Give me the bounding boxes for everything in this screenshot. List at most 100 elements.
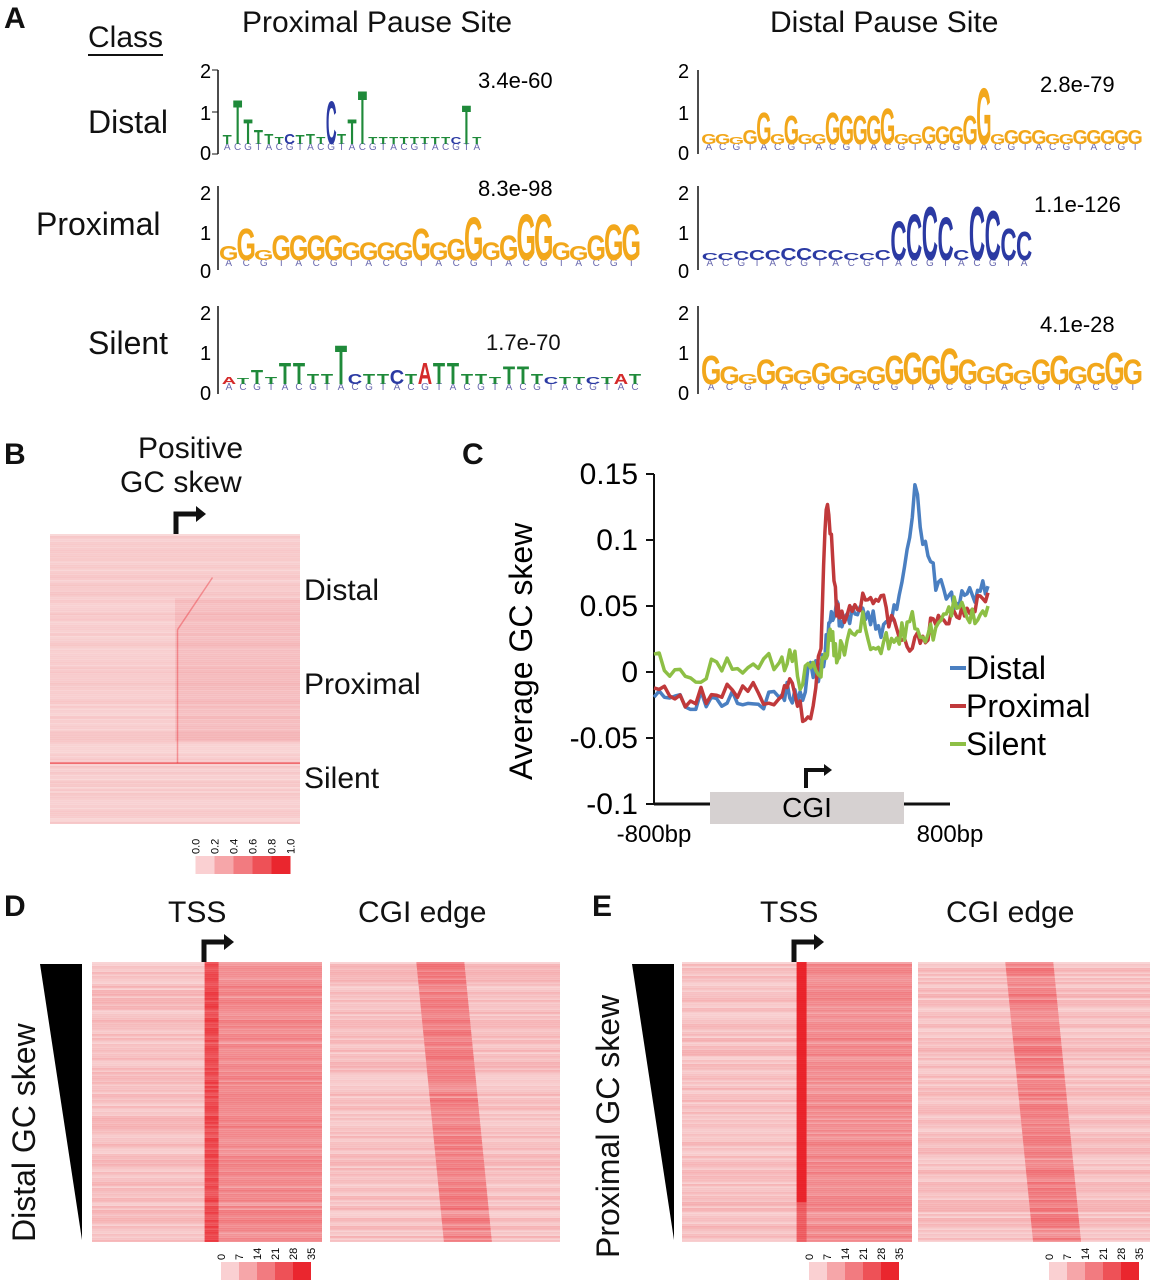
heatmap-band [204, 990, 219, 993]
heatmap-band [1029, 1204, 1078, 1207]
heatmap-band [806, 1130, 912, 1133]
heatmap-row [918, 1052, 1150, 1055]
heatmap-band [806, 1106, 912, 1109]
logo-letter: C [348, 370, 363, 387]
heatmap-band [204, 1128, 219, 1131]
logo-letter: C [749, 247, 765, 264]
heatmap-band [796, 1178, 807, 1181]
heatmap-band [204, 1142, 219, 1145]
heatmap-band [420, 1004, 469, 1007]
heatmap-band [796, 1028, 807, 1031]
heatmap-band [796, 1174, 807, 1177]
heatmap-band [175, 635, 300, 638]
heatmap-row [330, 1150, 560, 1153]
heatmap-band [419, 990, 468, 993]
heatmap-band [175, 627, 300, 630]
heatmap-band [806, 1240, 912, 1243]
heatmap-band [204, 1046, 219, 1049]
heatmap-band [796, 1106, 807, 1109]
heatmap-band [806, 1056, 912, 1059]
heatmap-row [50, 641, 300, 644]
scale-cell [271, 856, 291, 874]
heatmap-band [439, 1198, 488, 1201]
heatmap-band [806, 1198, 912, 1201]
heatmap-row [50, 741, 300, 744]
scale-tick-label: 21 [858, 1248, 870, 1260]
logo-letter: C [848, 258, 855, 269]
heatmap-band [806, 1096, 912, 1099]
heatmap-band [1027, 1186, 1076, 1189]
heatmap-row [330, 1066, 560, 1069]
heatmap-band [1031, 1224, 1080, 1227]
heatmap-row [50, 633, 300, 636]
heatmap-band [433, 1134, 482, 1137]
logo-letter: T [306, 131, 316, 148]
heatmap-row [918, 1150, 1150, 1153]
heatmap-band [175, 670, 300, 673]
heatmap-band [218, 1010, 322, 1013]
heatmap-row [918, 1166, 1150, 1169]
heatmap-band [418, 980, 467, 983]
heatmap-band [796, 1156, 807, 1159]
heatmap-band [796, 992, 807, 995]
heatmap-row [330, 1190, 560, 1193]
heatmap-band [1014, 1054, 1063, 1057]
logo-letter: T [601, 376, 614, 387]
heatmap-svg [682, 962, 912, 1243]
heatmap-band [806, 1164, 912, 1167]
heatmap-band [806, 1114, 912, 1117]
heatmap-row [918, 1174, 1150, 1177]
heatmap-row [330, 1182, 560, 1185]
scale-cell [809, 1262, 827, 1280]
heatmap-band [426, 1060, 475, 1063]
heatmap-band [1011, 1020, 1060, 1023]
heatmap-row [50, 683, 300, 686]
heatmap-band [796, 1222, 807, 1225]
scale-tick-label: 28 [876, 1248, 888, 1260]
logo-letter: G [569, 241, 588, 264]
heatmap-band [443, 1238, 492, 1241]
logo-letter: T [880, 258, 886, 269]
logo-letter: C [859, 251, 876, 263]
heatmap-band [204, 1026, 219, 1029]
heatmap-band [434, 1148, 483, 1151]
heatmap-row [50, 776, 300, 779]
logo-letter: G [994, 357, 1014, 391]
heatmap-band [796, 1188, 807, 1191]
heatmap-band [796, 1158, 807, 1161]
heatmap-row [918, 1142, 1150, 1145]
heatmap-row [50, 687, 300, 690]
logo-letter: C [722, 258, 729, 269]
scale-tick-label: 35 [306, 1248, 318, 1260]
heatmap-band [806, 990, 912, 993]
heatmap-band [204, 1010, 219, 1013]
heatmap-band [806, 1042, 912, 1045]
heatmap-band [806, 1182, 912, 1185]
logo-letter: C [733, 249, 749, 263]
heatmap-band [1030, 1210, 1079, 1213]
heatmap-band [431, 1112, 480, 1115]
heatmap-band [1025, 1166, 1074, 1169]
heatmap-band [218, 1058, 322, 1061]
heatmap-band [218, 982, 322, 985]
heatmap-row [50, 567, 300, 570]
logo-letter: A [435, 258, 442, 269]
heatmap-band [431, 1118, 480, 1121]
y-tick-1: 1 [678, 223, 689, 245]
heatmap-row [330, 1160, 560, 1163]
logo-letter: A [295, 258, 302, 269]
heatmap-band [806, 1238, 912, 1241]
heatmap-row [918, 1120, 1150, 1123]
heatmap-band [806, 1010, 912, 1013]
heatmap-band [204, 1236, 219, 1239]
heatmap-band [1019, 1106, 1068, 1109]
heatmap-row [330, 1194, 560, 1197]
heatmap-row [918, 1228, 1150, 1231]
heatmap-row [50, 612, 300, 615]
heatmap-band [425, 1054, 474, 1057]
heatmap-band [806, 978, 912, 981]
logo-letter: G [412, 219, 431, 270]
heatmap-band [806, 1124, 912, 1127]
heatmap-row [918, 1226, 1150, 1229]
